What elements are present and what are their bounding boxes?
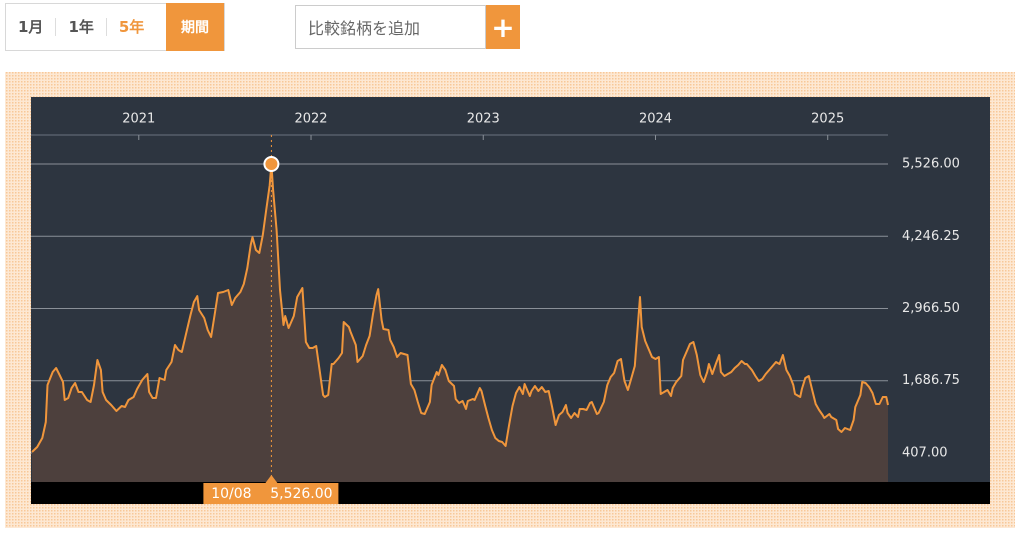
- y-tick-label: 1,686.75: [902, 373, 960, 388]
- area: [32, 164, 888, 482]
- tooltip-date: 10/08: [211, 486, 251, 502]
- period-selector: 1月 1年 5年 期間: [5, 3, 225, 51]
- add-button[interactable]: +: [486, 5, 520, 49]
- period-button[interactable]: 5年: [118, 18, 145, 36]
- x-tick-label: 2024: [639, 112, 672, 127]
- x-band: [31, 482, 990, 504]
- period-button[interactable]: 1月: [6, 18, 57, 36]
- line: [31, 163, 889, 453]
- x-tick-label: 2023: [467, 112, 500, 127]
- compare-input[interactable]: 比較銘柄を追加: [295, 5, 486, 49]
- x-tick-label: 2025: [811, 112, 844, 127]
- tooltip-pointer: [265, 475, 278, 483]
- x-tick-label: 2022: [294, 112, 327, 127]
- y-tick-label: 2,966.50: [902, 301, 960, 316]
- hover-marker: [263, 156, 280, 173]
- y-tick-label: 4,246.25: [902, 229, 960, 244]
- tooltip: [203, 483, 339, 504]
- tooltip-value: 5,526.00: [270, 486, 332, 502]
- y-tick-label: 407.00: [902, 445, 948, 460]
- x-tick-label: 2021: [122, 112, 155, 127]
- period-button[interactable]: 1年: [56, 18, 107, 36]
- custom-period-button[interactable]: 期間: [166, 3, 224, 51]
- y-tick-label: 5,526.00: [902, 157, 960, 172]
